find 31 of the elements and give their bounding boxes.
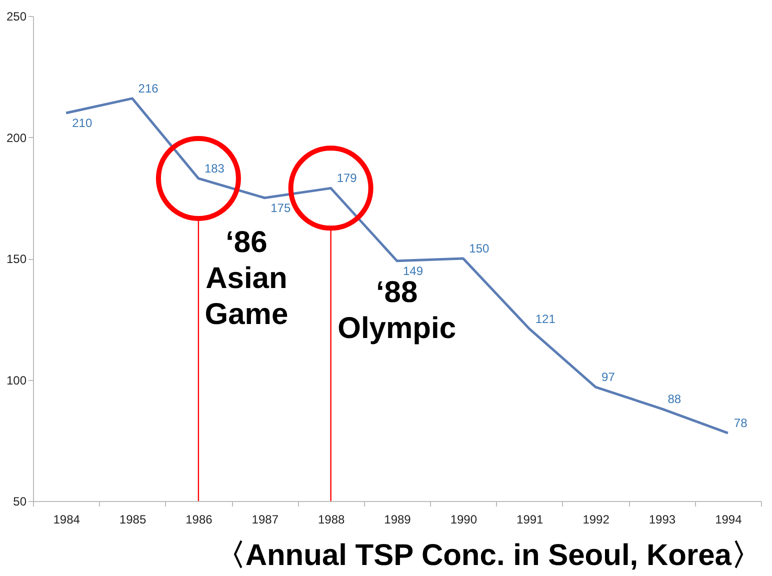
data-label: 78 [734, 416, 748, 430]
y-tick-label: 250 [6, 10, 27, 24]
data-label: 150 [469, 242, 490, 256]
data-label: 183 [204, 161, 225, 176]
x-tick-label: 1992 [582, 512, 610, 526]
y-tick-label: 150 [6, 252, 27, 266]
ref-line-label: ‘88 Olympic [338, 276, 456, 345]
line-series [64, 97, 730, 434]
data-label: 175 [270, 200, 291, 215]
x-tick-label: 1985 [119, 512, 146, 526]
x-tick-label: 1986 [186, 512, 213, 526]
x-tick-label: 1990 [450, 512, 478, 526]
x-tick-label: 1994 [715, 512, 742, 526]
y-tick-label: 200 [6, 130, 27, 145]
data-label: 149 [403, 264, 424, 278]
data-label: 210 [72, 116, 92, 130]
y-tick-label: 100 [6, 373, 27, 388]
data-label: 216 [138, 81, 159, 96]
x-tick-label: 1991 [516, 512, 544, 526]
x-tick-label: 1988 [318, 512, 345, 526]
ref-line-label: ‘86 Asian Game [204, 226, 288, 331]
x-tick-label: 1993 [648, 512, 676, 526]
data-label: 121 [535, 312, 556, 326]
x-tick-label: 1989 [384, 512, 412, 526]
data-label: 179 [336, 171, 358, 186]
x-tick-label: 1984 [53, 512, 80, 526]
data-label: 88 [668, 392, 682, 406]
data-label: 97 [602, 370, 616, 384]
y-tick-label: 50 [13, 494, 27, 508]
x-tick-label: 1987 [252, 512, 279, 526]
text: 〈Annual TSP Conc. in Seoul, Korea〉 [215, 539, 762, 572]
